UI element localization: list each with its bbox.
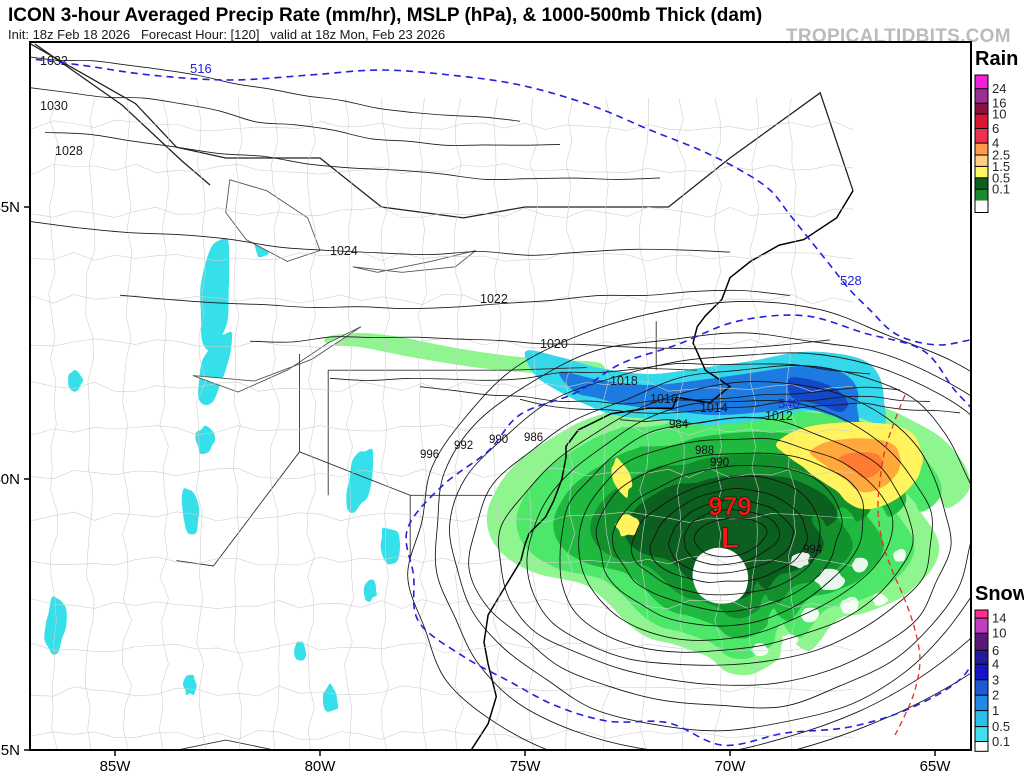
svg-text:Snow: Snow (975, 583, 1024, 605)
svg-text:528: 528 (840, 273, 862, 288)
svg-text:988: 988 (695, 445, 714, 457)
svg-text:996: 996 (420, 449, 439, 461)
svg-text:6: 6 (992, 643, 999, 658)
svg-text:1022: 1022 (480, 292, 508, 306)
svg-text:0.1: 0.1 (992, 182, 1010, 197)
svg-text:2: 2 (992, 688, 999, 703)
svg-text:1014: 1014 (700, 401, 728, 415)
svg-text:14: 14 (992, 611, 1006, 626)
svg-text:35N: 35N (0, 742, 20, 759)
svg-text:10: 10 (992, 107, 1006, 122)
svg-text:984: 984 (669, 419, 689, 431)
svg-text:540: 540 (778, 396, 800, 411)
svg-text:10: 10 (992, 626, 1006, 641)
svg-text:85W: 85W (100, 758, 132, 772)
svg-text:979: 979 (708, 491, 751, 521)
svg-text:L: L (721, 522, 739, 555)
svg-text:40N: 40N (0, 471, 20, 488)
svg-text:0.1: 0.1 (992, 734, 1010, 749)
svg-text:70W: 70W (715, 758, 747, 772)
svg-text:1024: 1024 (330, 244, 358, 258)
svg-text:992: 992 (454, 440, 473, 452)
svg-text:1016: 1016 (650, 392, 678, 406)
svg-text:0.5: 0.5 (992, 719, 1010, 734)
svg-text:65W: 65W (920, 758, 952, 772)
svg-text:1030: 1030 (40, 99, 68, 113)
svg-text:1028: 1028 (55, 144, 83, 158)
svg-text:1020: 1020 (540, 337, 568, 351)
svg-text:994: 994 (803, 544, 823, 556)
svg-text:1018: 1018 (610, 374, 638, 388)
svg-text:986: 986 (524, 432, 543, 444)
svg-text:3: 3 (992, 672, 999, 687)
svg-text:Rain: Rain (975, 48, 1018, 70)
svg-text:45N: 45N (0, 199, 20, 216)
svg-text:6: 6 (992, 121, 999, 136)
svg-text:516: 516 (190, 61, 212, 76)
svg-text:1: 1 (992, 703, 999, 718)
svg-text:4: 4 (992, 657, 999, 672)
svg-text:80W: 80W (305, 758, 337, 772)
svg-text:75W: 75W (510, 758, 542, 772)
svg-text:1012: 1012 (765, 409, 793, 423)
svg-text:990: 990 (710, 457, 729, 469)
svg-text:24: 24 (992, 81, 1006, 96)
